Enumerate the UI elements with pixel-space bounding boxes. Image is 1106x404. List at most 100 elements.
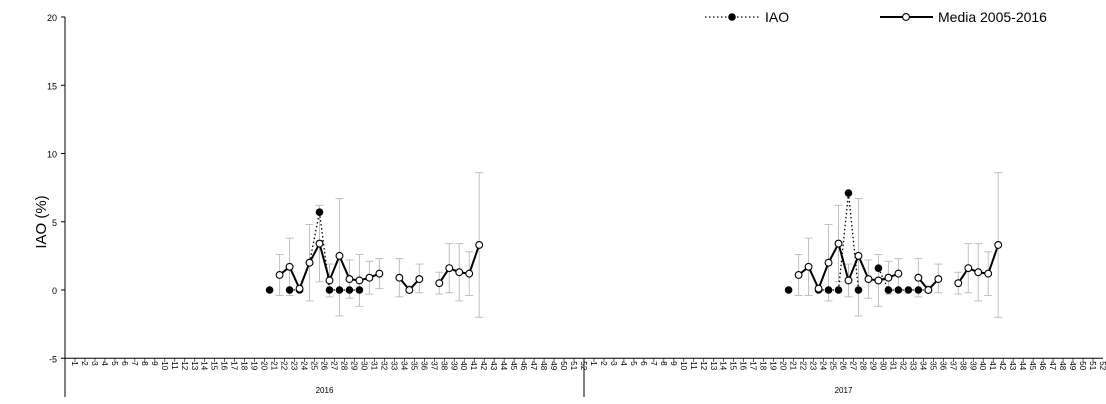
media-point [365, 273, 374, 282]
media-point [984, 269, 993, 278]
x-week-label: 39 [449, 361, 458, 370]
x-week-label: 38 [439, 361, 448, 370]
x-week-label: 36 [419, 361, 428, 370]
error-bars-layer [275, 172, 1003, 318]
x-week-label: 3 [609, 361, 618, 366]
x-week-label: 29 [349, 361, 358, 370]
x-week-label: 37 [948, 361, 957, 370]
x-week-label: 26 [320, 361, 329, 370]
x-week-label: 17 [749, 361, 758, 370]
x-week-label: 2 [599, 361, 608, 366]
x-week-label: 47 [529, 361, 538, 370]
x-week-label: 8 [140, 361, 149, 366]
media-point [315, 239, 324, 248]
media-point [475, 241, 484, 249]
media-point [405, 286, 414, 294]
media-point [844, 276, 853, 285]
x-week-label: 14 [719, 361, 728, 370]
media-point [884, 273, 893, 282]
x-week-label: 8 [659, 361, 668, 366]
x-week-label: 18 [240, 361, 249, 370]
x-week-label: 22 [799, 361, 808, 370]
x-week-label: 19 [250, 361, 259, 370]
media-point [325, 276, 334, 285]
x-week-label: 50 [1078, 361, 1087, 370]
x-week-label: 12 [180, 361, 189, 370]
x-week-label: 45 [1028, 361, 1037, 370]
x-week-label: 3 [90, 361, 99, 366]
x-week-label: 34 [918, 361, 927, 370]
x-week-label: 52 [1098, 361, 1106, 370]
iao-point [355, 286, 364, 294]
series-line-iao [308, 212, 321, 263]
media-point [994, 241, 1003, 249]
x-week-label: 44 [499, 361, 508, 370]
x-week-label: 1 [70, 361, 79, 366]
x-week-label: 43 [489, 361, 498, 370]
x-week-label: 37 [429, 361, 438, 370]
x-week-label: 47 [1048, 361, 1057, 370]
x-week-label: 4 [619, 361, 628, 366]
x-week-label: 16 [220, 361, 229, 370]
x-week-label: 49 [549, 361, 558, 370]
y-tick-label: 15 [47, 81, 57, 91]
x-week-label: 22 [280, 361, 289, 370]
x-week-label: 51 [1088, 361, 1097, 370]
y-tick-label: 0 [52, 286, 57, 296]
x-week-label: 34 [399, 361, 408, 370]
x-week-label: 27 [848, 361, 857, 370]
x-week-label: 9 [150, 361, 159, 366]
media-point [974, 268, 983, 277]
x-week-label: 46 [519, 361, 528, 370]
x-week-label: 20 [260, 361, 269, 370]
x-week-label: 12 [699, 361, 708, 370]
media-point [395, 273, 404, 282]
y-tick-label: 10 [47, 150, 57, 160]
legend-marker-iao [728, 13, 736, 21]
y-tick-label: 5 [52, 218, 57, 228]
iao-point [315, 208, 324, 216]
x-week-label: 21 [270, 361, 279, 370]
y-axis-title: IAO (%) [33, 195, 50, 248]
legend-marker-media [902, 13, 910, 21]
media-point [275, 271, 284, 279]
media-point [465, 269, 474, 278]
x-week-label: 15 [729, 361, 738, 370]
x-week-label: 7 [130, 361, 139, 366]
media-point [794, 271, 803, 279]
media-point [415, 275, 424, 284]
x-week-label: 33 [389, 361, 398, 370]
x-week-label: 7 [649, 361, 658, 366]
legend-label-iao: IAO [765, 9, 789, 25]
iao-point [265, 286, 274, 294]
x-week-label: 27 [329, 361, 338, 370]
x-week-label: 11 [689, 361, 698, 370]
media-point [814, 284, 823, 293]
x-week-label: 6 [639, 361, 648, 366]
media-point [894, 269, 903, 278]
x-week-label: 13 [190, 361, 199, 370]
x-week-label: 45 [509, 361, 518, 370]
x-week-label: 9 [669, 361, 678, 366]
x-week-label: 17 [230, 361, 239, 370]
iao-point [335, 286, 344, 294]
x-week-label: 28 [858, 361, 867, 370]
media-point [295, 284, 304, 293]
x-week-label: 48 [1058, 361, 1067, 370]
x-week-label: 32 [379, 361, 388, 370]
x-week-label: 23 [290, 361, 299, 370]
x-week-label: 42 [479, 361, 488, 370]
x-week-label: 38 [958, 361, 967, 370]
x-week-label: 42 [998, 361, 1007, 370]
iao-point [894, 286, 903, 294]
x-week-label: 21 [789, 361, 798, 370]
media-point [854, 251, 863, 260]
x-week-label: 5 [629, 361, 638, 366]
media-point [285, 262, 294, 271]
x-week-label: 10 [160, 361, 169, 370]
x-week-label: 31 [369, 361, 378, 370]
legend-label-media: Media 2005-2016 [938, 9, 1047, 25]
media-point [345, 275, 354, 284]
x-week-label: 26 [839, 361, 848, 370]
media-point [954, 279, 963, 288]
